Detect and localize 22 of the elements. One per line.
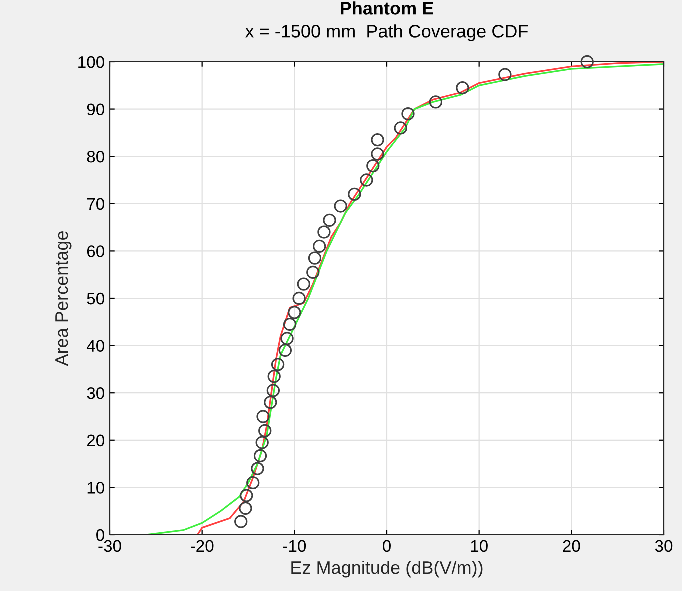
y-tick-label: 20 bbox=[87, 434, 104, 447]
y-tick-label: 30 bbox=[87, 388, 104, 400]
y-tick-label: 80 bbox=[87, 151, 104, 163]
x-tick-label: 10 bbox=[471, 540, 488, 552]
x-tick-label: 0 bbox=[383, 540, 391, 552]
x-axis-title: Ez Magnitude (dB(V/m)) bbox=[292, 560, 483, 578]
x-tick-label: 20 bbox=[563, 540, 580, 552]
y-tick-label: 90 bbox=[87, 104, 104, 116]
x-tick-label: -10 bbox=[283, 540, 306, 552]
y-tick-label: 10 bbox=[88, 482, 104, 494]
y-tick-label: 60 bbox=[87, 246, 104, 258]
y-tick-label: 100 bbox=[78, 56, 104, 68]
y-tick-label: 70 bbox=[87, 198, 104, 210]
chart-subtitle: x = -1500 mm Path Coverage CDF bbox=[245, 24, 528, 42]
y-tick-label: 50 bbox=[87, 292, 104, 305]
y-tick-label: 40 bbox=[86, 340, 104, 352]
chart-title: Phantom E bbox=[341, 2, 434, 15]
x-tick-label: -20 bbox=[191, 540, 214, 552]
x-tick-label: 30 bbox=[655, 540, 673, 552]
y-axis-title: Area Percentage bbox=[56, 232, 72, 366]
x-tick-label: -30 bbox=[98, 540, 122, 552]
y-tick-label: 0 bbox=[96, 529, 104, 542]
